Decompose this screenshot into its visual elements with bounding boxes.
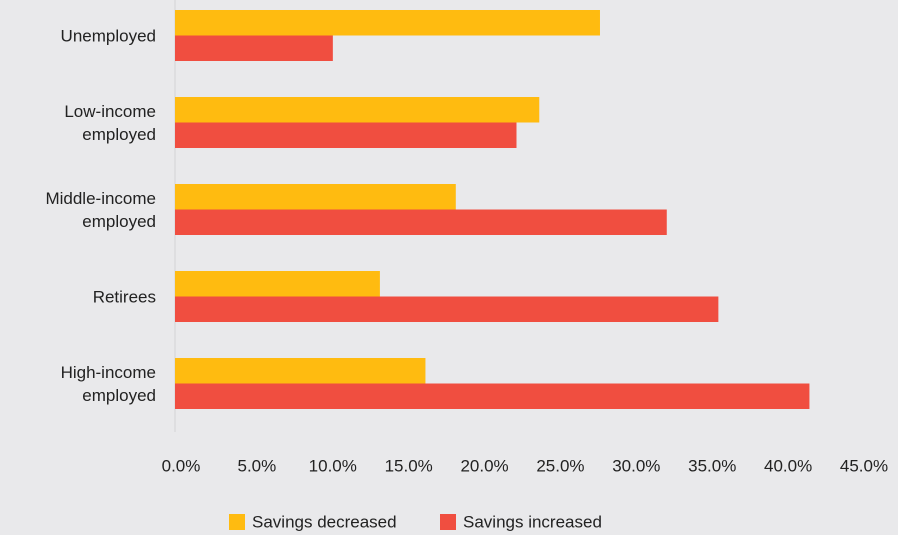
bar (175, 10, 600, 36)
legend-swatch (229, 514, 245, 530)
bar (175, 383, 810, 409)
x-tick-label: 5.0% (238, 456, 277, 475)
x-tick-label: 20.0% (460, 456, 508, 475)
x-tick-label: 25.0% (536, 456, 584, 475)
x-tick-label: 35.0% (688, 456, 736, 475)
x-tick-label: 15.0% (385, 456, 433, 475)
category-label: Middle-income employed (45, 188, 156, 231)
x-tick-label: 40.0% (764, 456, 812, 475)
bar (175, 184, 456, 210)
legend-label: Savings decreased (252, 512, 397, 531)
x-tick-label: 10.0% (309, 456, 357, 475)
legend-swatch (440, 514, 456, 530)
category-label: Unemployed (60, 26, 156, 45)
x-tick-label: 45.0% (840, 456, 888, 475)
category-label: Retirees (92, 287, 156, 306)
x-tick-label: 0.0% (162, 456, 201, 475)
category-label: High-income employed (60, 362, 156, 405)
bar (175, 122, 517, 148)
bar (175, 271, 380, 297)
x-tick-label: 30.0% (612, 456, 660, 475)
category-label: Low-income employed (64, 101, 156, 144)
bar (175, 97, 540, 123)
bar (175, 358, 426, 384)
bar (175, 296, 719, 322)
legend-label: Savings increased (463, 512, 602, 531)
bar (175, 209, 667, 235)
bar (175, 35, 333, 61)
